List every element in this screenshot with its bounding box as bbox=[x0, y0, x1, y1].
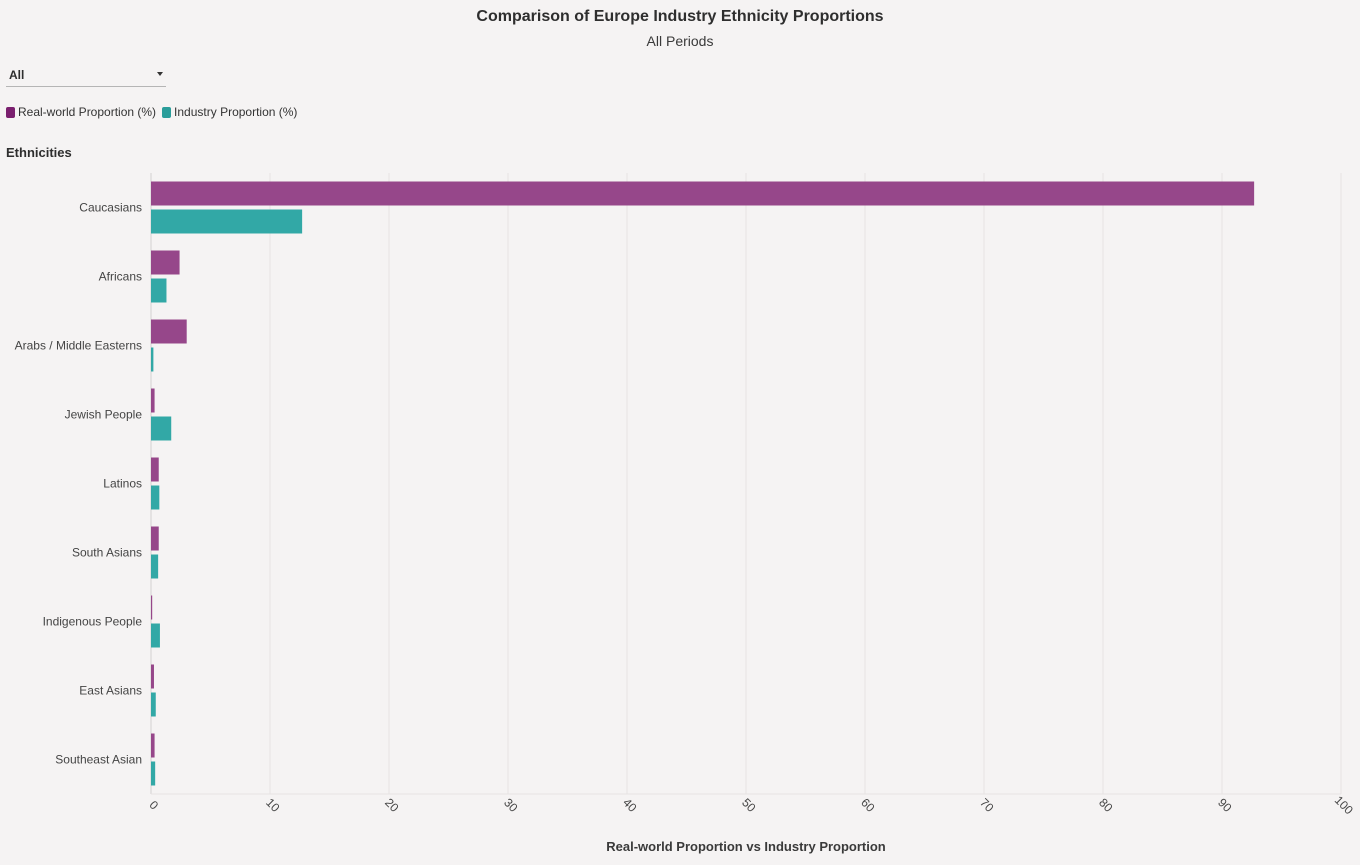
x-tick-label: 50 bbox=[739, 795, 759, 815]
x-tick-label: 60 bbox=[858, 795, 878, 815]
legend-item-real-world[interactable]: Real-world Proportion (%) bbox=[6, 105, 156, 119]
bar-real-world bbox=[151, 664, 154, 689]
bar-real-world bbox=[151, 250, 180, 275]
x-tick-label: 30 bbox=[501, 795, 521, 815]
legend-swatch-real-world bbox=[6, 106, 15, 118]
x-tick-label: 40 bbox=[620, 795, 640, 815]
category-label: Southeast Asian bbox=[55, 753, 142, 767]
chart-subtitle: All Periods bbox=[646, 33, 714, 49]
chart-legend: Real-world Proportion (%) Industry Propo… bbox=[6, 105, 303, 119]
legend-item-industry[interactable]: Industry Proportion (%) bbox=[162, 105, 297, 119]
bar-real-world bbox=[151, 181, 1255, 206]
bar-real-world bbox=[151, 319, 187, 344]
y-axis-title: Ethnicities bbox=[6, 145, 72, 160]
bar-industry bbox=[151, 416, 172, 441]
bar-real-world bbox=[151, 526, 159, 551]
category-label: South Asians bbox=[72, 546, 142, 560]
bar-industry bbox=[151, 347, 154, 372]
category-label: Arabs / Middle Easterns bbox=[15, 339, 142, 353]
legend-swatch-industry bbox=[162, 106, 172, 118]
bar-industry bbox=[151, 554, 159, 579]
category-label: Latinos bbox=[103, 477, 142, 491]
x-tick-label: 0 bbox=[147, 798, 162, 813]
x-axis-title: Real-world Proportion vs Industry Propor… bbox=[606, 839, 886, 854]
category-label: Jewish People bbox=[65, 408, 143, 422]
chart-title: Comparison of Europe Industry Ethnicity … bbox=[476, 8, 884, 25]
x-tick-label: 80 bbox=[1096, 795, 1116, 815]
x-tick-label: 90 bbox=[1215, 795, 1235, 815]
bar-real-world bbox=[151, 733, 155, 758]
x-tick-label: 70 bbox=[977, 795, 997, 815]
bar-real-world bbox=[151, 388, 155, 413]
period-filter-dropdown[interactable]: All bbox=[6, 66, 166, 87]
x-tick-label: 100 bbox=[1332, 793, 1356, 817]
legend-label-real-world: Real-world Proportion (%) bbox=[18, 105, 157, 119]
period-filter-value: All bbox=[9, 68, 25, 82]
category-label: Africans bbox=[99, 270, 142, 284]
bar-industry bbox=[151, 485, 160, 510]
category-label: Indigenous People bbox=[43, 615, 143, 629]
x-tick-label: 20 bbox=[382, 795, 402, 815]
x-tick-label: 10 bbox=[263, 795, 283, 815]
bar-industry bbox=[151, 209, 303, 234]
bar-real-world bbox=[151, 457, 159, 482]
chevron-down-icon bbox=[157, 72, 163, 76]
bar-industry bbox=[151, 761, 156, 786]
bar-real-world bbox=[151, 595, 153, 620]
legend-label-industry: Industry Proportion (%) bbox=[174, 105, 298, 119]
bar-industry bbox=[151, 623, 160, 648]
category-label: Caucasians bbox=[79, 201, 142, 215]
bar-industry bbox=[151, 278, 167, 303]
category-label: East Asians bbox=[79, 684, 142, 698]
bar-industry bbox=[151, 692, 156, 717]
